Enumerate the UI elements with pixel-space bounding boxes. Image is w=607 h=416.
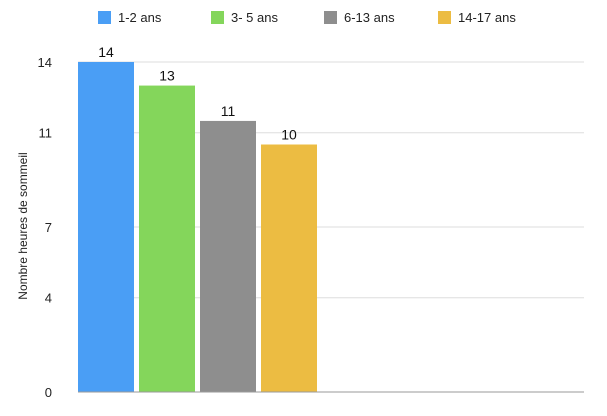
y-axis-label: Nombre heures de sommeil [16, 152, 30, 299]
legend-label-2: 3- 5 ans [231, 10, 278, 25]
y-axis-ticks: 0 4 7 11 14 [38, 55, 52, 400]
data-label-1: 14 [98, 44, 114, 60]
legend-swatch-4 [438, 11, 451, 24]
data-labels: 14 13 11 10 [98, 44, 297, 143]
y-tick-label: 11 [39, 126, 53, 141]
data-label-2: 13 [159, 68, 175, 84]
legend-label-3: 6-13 ans [344, 10, 395, 25]
legend-swatch-3 [324, 11, 337, 24]
y-tick-label: 7 [45, 220, 52, 235]
bar-3 [200, 120, 256, 392]
legend-swatch-1 [98, 11, 111, 24]
data-label-3: 11 [221, 103, 236, 119]
legend-swatch-2 [211, 11, 224, 24]
legend-label-4: 14-17 ans [458, 10, 516, 25]
y-tick-label: 14 [38, 55, 52, 70]
bar-2 [139, 85, 195, 393]
bars [78, 62, 317, 393]
bar-1 [78, 62, 134, 392]
y-tick-label: 4 [45, 291, 52, 306]
bar-4 [261, 144, 317, 392]
legend: 1-2 ans 3- 5 ans 6-13 ans 14-17 ans [98, 10, 516, 25]
data-label-4: 10 [281, 127, 297, 143]
legend-label-1: 1-2 ans [118, 10, 162, 25]
y-tick-label: 0 [45, 385, 52, 400]
